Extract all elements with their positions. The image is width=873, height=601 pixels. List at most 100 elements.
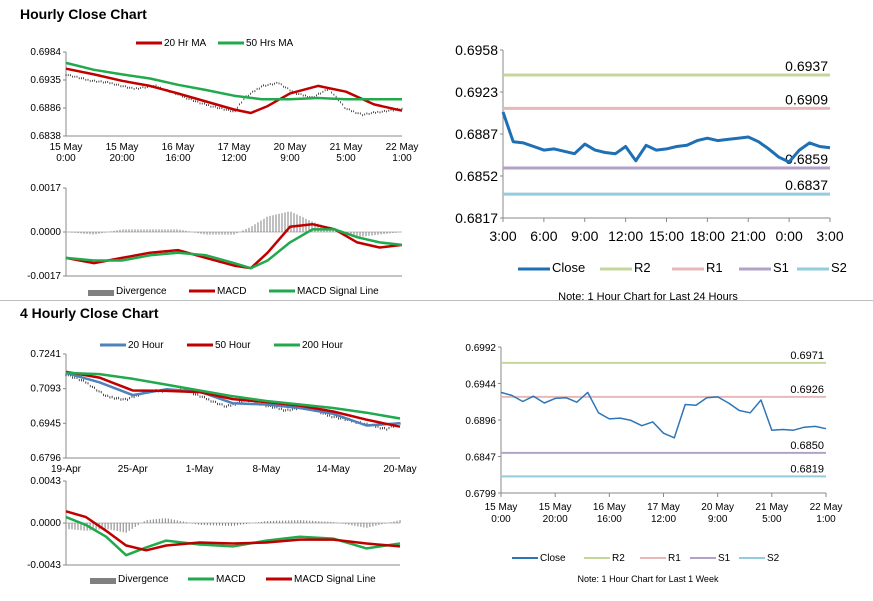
hourly-price-x-tick-label: 16:00 bbox=[165, 153, 190, 164]
legend-50hrs-ma-label: 50 Hrs MA bbox=[246, 38, 294, 49]
hourly-macd-y-tick-label: 0.0000 bbox=[30, 227, 61, 238]
legend-hourly-r1-label: R1 bbox=[706, 260, 723, 275]
hourly-levels-x-tick-label: 9:00 bbox=[571, 228, 598, 244]
legend-macd-label: MACD bbox=[217, 286, 246, 297]
legend-hourly-s1-label: S1 bbox=[773, 260, 789, 275]
legend-4h-s1-label: S1 bbox=[718, 553, 731, 564]
section-divider bbox=[0, 300, 873, 301]
four-hourly-divergence-series bbox=[65, 518, 401, 533]
four-hourly-levels-x-tick-label: 12:00 bbox=[651, 514, 676, 525]
hourly-levels-x-tick-label: 18:00 bbox=[690, 228, 725, 244]
legend-200-hour-label: 200 Hour bbox=[302, 340, 344, 351]
hourly-price-y-tick-label: 0.6984 bbox=[30, 47, 61, 58]
hourly-macd-y-tick-label: -0.0017 bbox=[27, 271, 61, 282]
four-hourly-close-line bbox=[500, 391, 827, 439]
hourly-section-title: Hourly Close Chart bbox=[20, 6, 147, 22]
hourly-price-x-tick-label: 20:00 bbox=[109, 153, 134, 164]
level-label-4h-r1: 0.6926 bbox=[790, 384, 824, 396]
legend-hourly-close-label: Close bbox=[552, 260, 585, 275]
hourly-price-y-tick-label: 0.6838 bbox=[30, 131, 61, 142]
four-hourly-levels-x-tick-label: 21 May bbox=[755, 502, 788, 513]
four-hourly-price-x-tick-label: 1-May bbox=[186, 464, 214, 475]
hourly-price-x-tick-label: 17 May bbox=[218, 142, 251, 153]
hourly-price-y-tick-label: 0.6935 bbox=[30, 75, 61, 86]
four-hourly-levels-x-tick-label: 22 May bbox=[810, 502, 843, 513]
four-hourly-price-x-tick-label: 25-Apr bbox=[118, 464, 149, 475]
legend-50-hour-label: 50 Hour bbox=[215, 340, 251, 351]
level-label-4h-r2: 0.6971 bbox=[790, 350, 824, 362]
level-label-r2: 0.6937 bbox=[785, 58, 828, 74]
legend-4h-s2-label: S2 bbox=[767, 553, 780, 564]
four-hourly-macd-y-tick-label: 0.0043 bbox=[30, 476, 61, 487]
legend-divergence-swatch bbox=[88, 290, 114, 296]
legend-4h-divergence-label: Divergence bbox=[118, 574, 169, 585]
four-hourly-levels-x-tick-label: 17 May bbox=[647, 502, 680, 513]
four-hourly-macd-y-tick-label: -0.0043 bbox=[27, 560, 61, 571]
four-hourly-levels-y-tick-label: 0.6799 bbox=[465, 489, 496, 500]
level-label-4h-s1: 0.6850 bbox=[790, 440, 824, 452]
hourly-close-line bbox=[501, 111, 831, 164]
four-hourly-price-x-tick-label: 19-Apr bbox=[51, 464, 82, 475]
legend-divergence-label: Divergence bbox=[116, 286, 167, 297]
four-hourly-levels-x-tick-label: 20 May bbox=[701, 502, 734, 513]
hourly-price-x-tick-label: 16 May bbox=[162, 142, 195, 153]
hourly-price-x-tick-label: 22 May bbox=[386, 142, 419, 153]
legend-4h-close-label: Close bbox=[540, 553, 566, 564]
four-hourly-price-x-tick-label: 20-May bbox=[383, 464, 416, 475]
four-hourly-price-y-tick-label: 0.7241 bbox=[30, 349, 61, 360]
hourly-ma-line bbox=[65, 67, 403, 115]
hourly-levels-x-tick-label: 21:00 bbox=[731, 228, 766, 244]
legend-4h-r2-label: R2 bbox=[612, 553, 625, 564]
legend-4h-macd-signal-label: MACD Signal Line bbox=[294, 574, 376, 585]
legend-4h-macd-label: MACD bbox=[216, 574, 245, 585]
hourly-price-x-tick-label: 20 May bbox=[274, 142, 307, 153]
legend-hourly-s2-label: S2 bbox=[831, 260, 847, 275]
four-hourly-levels-x-tick-label: 9:00 bbox=[708, 514, 728, 525]
hourly-price-x-tick-label: 15 May bbox=[50, 142, 83, 153]
four-hourly-price-y-tick-label: 0.6945 bbox=[30, 418, 61, 429]
hourly-levels-x-tick-label: 12:00 bbox=[608, 228, 643, 244]
hourly-levels-x-tick-label: 6:00 bbox=[530, 228, 557, 244]
legend-macd-signal-label: MACD Signal Line bbox=[297, 286, 379, 297]
four-hourly-levels-x-tick-label: 5:00 bbox=[762, 514, 782, 525]
hourly-levels-y-tick-label: 0.6958 bbox=[455, 42, 498, 58]
four-hourly-price-y-tick-label: 0.7093 bbox=[30, 384, 61, 395]
four-hourly-price-x-tick-label: 14-May bbox=[317, 464, 350, 475]
level-label-4h-s2: 0.6819 bbox=[790, 463, 824, 475]
hourly-price-x-tick-label: 12:00 bbox=[221, 153, 246, 164]
hourly-price-y-tick-label: 0.6886 bbox=[30, 103, 61, 114]
hourly-price-x-tick-label: 15 May bbox=[106, 142, 139, 153]
level-label-r1: 0.6909 bbox=[785, 91, 828, 107]
four-hourly-levels-x-tick-label: 0:00 bbox=[491, 514, 511, 525]
four-hourly-levels-x-tick-label: 15 May bbox=[539, 502, 572, 513]
hourly-price-x-tick-label: 5:00 bbox=[336, 153, 356, 164]
hourly-levels-y-tick-label: 0.6923 bbox=[455, 84, 498, 100]
hourly-price-x-tick-label: 1:00 bbox=[392, 153, 412, 164]
hourly-levels-x-tick-label: 15:00 bbox=[649, 228, 684, 244]
hourly-macd-y-tick-label: 0.0017 bbox=[30, 183, 61, 194]
hourly-levels-y-tick-label: 0.6887 bbox=[455, 126, 498, 142]
four-hourly-levels-y-tick-label: 0.6847 bbox=[465, 453, 496, 464]
four-hourly-levels-y-tick-label: 0.6992 bbox=[465, 343, 496, 354]
legend-4h-divergence-swatch bbox=[90, 578, 116, 584]
hourly-levels-note: Note: 1 Hour Chart for Last 24 Hours bbox=[558, 291, 738, 303]
four-hourly-price-x-tick-label: 8-May bbox=[253, 464, 281, 475]
four-hourly-ma-line bbox=[65, 371, 401, 420]
hourly-divergence-series bbox=[68, 211, 400, 238]
four-hourly-ma-line bbox=[65, 370, 401, 428]
four-hourly-levels-x-tick-label: 15 May bbox=[485, 502, 518, 513]
legend-hourly-r2-label: R2 bbox=[634, 260, 651, 275]
four-hourly-levels-x-tick-label: 16 May bbox=[593, 502, 626, 513]
hourly-levels-x-tick-label: 3:00 bbox=[816, 228, 843, 244]
four-hourly-section-title: 4 Hourly Close Chart bbox=[20, 305, 159, 321]
four-hourly-levels-x-tick-label: 20:00 bbox=[543, 514, 568, 525]
legend-20hr-ma-label: 20 Hr MA bbox=[164, 38, 207, 49]
four-hourly-macd-line bbox=[65, 510, 401, 552]
level-label-s2: 0.6837 bbox=[785, 177, 828, 193]
hourly-levels-y-tick-label: 0.6852 bbox=[455, 168, 498, 184]
legend-20-hour-label: 20 Hour bbox=[128, 340, 164, 351]
four-hourly-price-y-tick-label: 0.6796 bbox=[30, 453, 61, 464]
legend-4h-r1-label: R1 bbox=[668, 553, 681, 564]
hourly-levels-x-tick-label: 0:00 bbox=[776, 228, 803, 244]
